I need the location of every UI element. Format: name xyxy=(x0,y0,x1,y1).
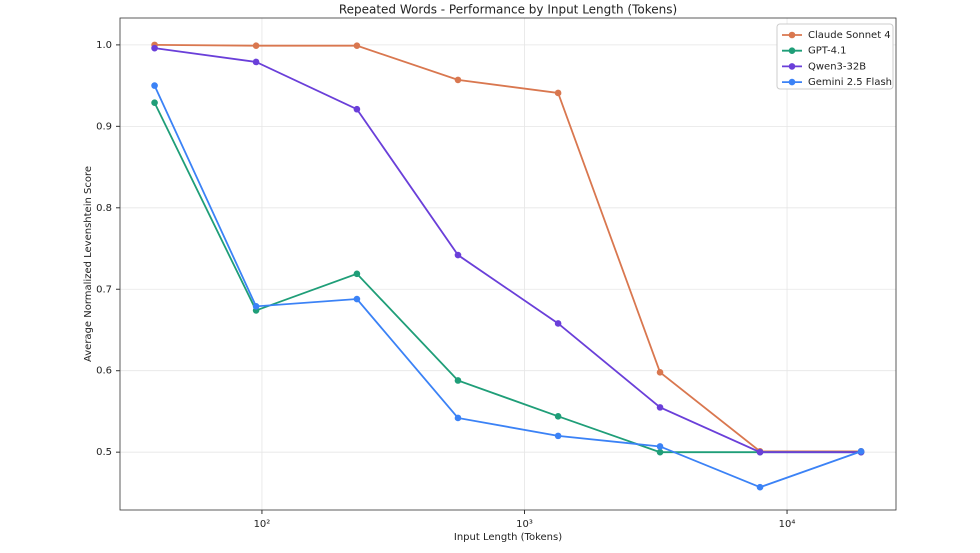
series-line xyxy=(153,85,862,489)
point xyxy=(353,105,361,113)
point xyxy=(353,270,361,278)
series-line xyxy=(154,43,862,453)
point xyxy=(353,42,361,49)
series-line xyxy=(153,102,862,454)
chart-title: Repeated Words - Performance by Input Le… xyxy=(339,3,677,17)
point xyxy=(454,251,462,259)
point xyxy=(151,44,158,52)
point xyxy=(656,404,664,411)
point xyxy=(252,303,260,310)
point xyxy=(554,432,562,440)
point xyxy=(454,377,462,384)
point xyxy=(353,295,361,303)
point xyxy=(554,413,562,420)
y-tick-label: 0.8 xyxy=(96,203,112,214)
point xyxy=(656,448,664,456)
point xyxy=(656,443,664,450)
legend-box xyxy=(776,23,894,90)
y-tick-label: 1.0 xyxy=(96,40,112,51)
plot-frame xyxy=(119,17,897,511)
point xyxy=(554,89,562,97)
legend-marker xyxy=(788,31,796,39)
legend-label: Gemini 2.5 Flash xyxy=(808,77,892,88)
legend-label: Qwen3-32B xyxy=(808,61,866,72)
point xyxy=(151,99,158,107)
legend-label: GPT-4.1 xyxy=(808,46,846,57)
point xyxy=(252,58,260,66)
y-tick-label: 0.9 xyxy=(96,121,112,132)
x-tick-label: 10³ xyxy=(516,519,533,530)
legend-label: Claude Sonnet 4 xyxy=(808,30,891,41)
point xyxy=(454,76,462,84)
point xyxy=(656,369,664,376)
point xyxy=(756,448,764,456)
point xyxy=(252,42,260,49)
y-axis-label: Average Normalized Levenshtein Score xyxy=(83,166,94,362)
point xyxy=(857,448,865,455)
legend-marker xyxy=(788,78,796,86)
x-tick-label: 10⁴ xyxy=(779,519,796,530)
legend-marker xyxy=(788,63,796,70)
x-tick-label: 10² xyxy=(254,519,271,530)
series-line xyxy=(154,47,862,454)
legend: Claude Sonnet 4 GPT-4.1 Qwen3-32B Gemini 2.… xyxy=(776,23,894,90)
point xyxy=(151,82,158,89)
point xyxy=(454,414,462,422)
legend-marker xyxy=(788,47,796,54)
point xyxy=(554,320,562,327)
plot xyxy=(151,41,865,491)
point xyxy=(756,483,764,491)
y-tick-label: 0.6 xyxy=(96,366,112,377)
y-tick-label: 0.7 xyxy=(96,284,112,295)
x-axis-label: Input Length (Tokens) xyxy=(454,532,562,543)
y-tick-label: 0.5 xyxy=(96,447,112,458)
